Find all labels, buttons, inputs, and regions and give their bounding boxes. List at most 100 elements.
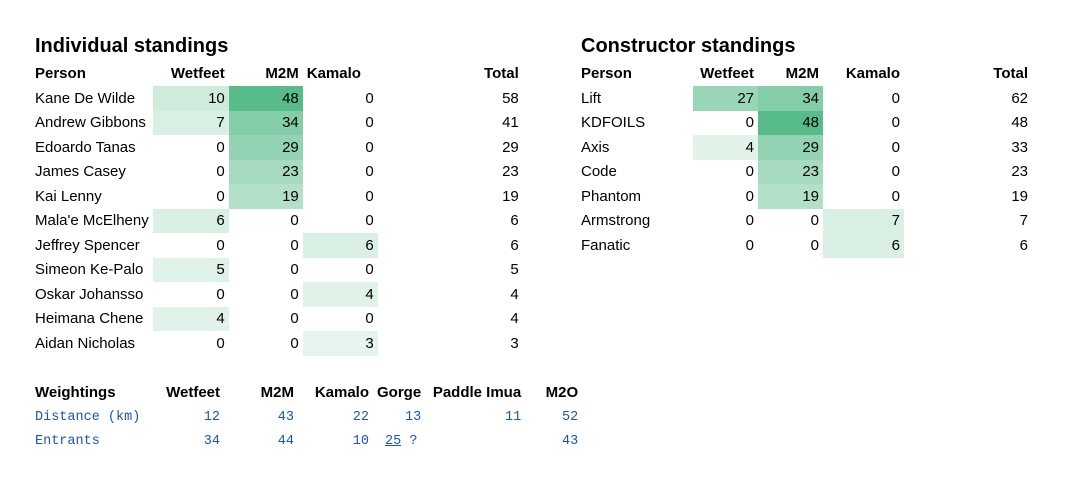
individual-standings-table: Person Wetfeet M2M Kamalo Total Kane De … <box>31 61 523 356</box>
table-header-row: Person Wetfeet M2M Kamalo Total <box>577 61 1032 86</box>
cell-wetfeet: 5 <box>152 257 229 282</box>
header-wetfeet: Wetfeet <box>170 65 225 82</box>
entrants-gorge-link[interactable]: 25 <box>385 433 402 449</box>
table-row: Code 0 23 0 23 <box>577 159 1032 184</box>
individual-standings-title: Individual standings <box>35 35 229 57</box>
cell-wetfeet: 4 <box>152 306 229 331</box>
cell-m2m: 0 <box>290 285 299 303</box>
entrants-gorge-note: ? <box>409 433 418 449</box>
table-row: Kane De Wilde 10 48 0 58 <box>31 86 523 111</box>
cell-wetfeet: 0 <box>745 187 754 205</box>
cell-total: 23 <box>1011 163 1028 181</box>
table-row: Jeffrey Spencer 0 0 6 6 <box>31 233 523 258</box>
header-m2o: M2O <box>545 383 579 401</box>
weightings-label: Weightings <box>35 383 116 401</box>
cell-wetfeet: 0 <box>745 236 754 254</box>
cell-total: 58 <box>502 89 519 107</box>
cell-wetfeet: 0 <box>216 334 225 352</box>
table-row: Fanatic 0 0 6 6 <box>577 233 1032 258</box>
table-row: Mala'e McElheny 6 0 0 6 <box>31 208 523 233</box>
cell-m2m: 0 <box>290 212 299 230</box>
cell-wetfeet: 27 <box>693 86 758 111</box>
cell-person: Phantom <box>581 187 642 205</box>
distance-row: Distance (km) 12 43 22 13 11 52 <box>31 405 582 429</box>
cell-m2m: 0 <box>290 261 299 279</box>
cell-person: Kane De Wilde <box>35 89 136 107</box>
table-row: Lift 27 34 0 62 <box>577 86 1032 111</box>
cell-kamalo: 0 <box>365 261 374 279</box>
cell-person: Oskar Johansso <box>35 285 144 303</box>
table-row: Heimana Chene 4 0 0 4 <box>31 306 523 331</box>
cell-total: 19 <box>1011 187 1028 205</box>
cell-kamalo: 0 <box>365 114 374 132</box>
cell-kamalo: 0 <box>365 212 374 230</box>
table-row: Kai Lenny 0 19 0 19 <box>31 184 523 209</box>
header-kamalo: Kamalo <box>314 383 369 401</box>
cell-person: Edoardo Tanas <box>35 138 136 156</box>
cell-wetfeet: 0 <box>216 163 225 181</box>
cell-m2m: 34 <box>758 86 823 111</box>
constructor-standings-title: Constructor standings <box>581 35 796 57</box>
cell-kamalo: 0 <box>891 163 900 181</box>
cell-kamalo: 0 <box>891 138 900 156</box>
cell-person: Mala'e McElheny <box>35 212 149 230</box>
weightings-header-row: Weightings Wetfeet M2M Kamalo Gorge Padd… <box>31 379 582 405</box>
cell-wetfeet: 0 <box>216 285 225 303</box>
distance-m2m: 43 <box>277 409 294 425</box>
distance-gorge: 13 <box>404 409 422 425</box>
header-wetfeet: Wetfeet <box>700 65 754 82</box>
cell-wetfeet: 10 <box>152 86 229 111</box>
distance-wetfeet: 12 <box>203 409 220 425</box>
cell-total: 6 <box>510 212 519 230</box>
entrants-gorge-cell: 25 ? <box>373 429 425 453</box>
constructor-standings-table: Person Wetfeet M2M Kamalo Total Lift 27 34… <box>577 61 1032 258</box>
table-row: Simeon Ke-Palo 5 0 0 5 <box>31 257 523 282</box>
cell-wetfeet: 0 <box>216 236 225 254</box>
entrants-label: Entrants <box>35 433 100 449</box>
cell-kamalo: 6 <box>823 233 904 258</box>
cell-wetfeet: 0 <box>745 163 754 181</box>
cell-wetfeet: 7 <box>152 110 229 135</box>
cell-person: Andrew Gibbons <box>35 114 146 132</box>
cell-m2m: 0 <box>810 236 819 254</box>
cell-person: Armstrong <box>581 212 651 230</box>
cell-kamalo: 0 <box>365 89 374 107</box>
cell-wetfeet: 0 <box>745 114 754 132</box>
cell-total: 5 <box>510 261 519 279</box>
cell-person: Jeffrey Spencer <box>35 236 140 254</box>
header-gorge: Gorge <box>377 383 422 401</box>
cell-person: KDFOILS <box>581 114 646 132</box>
cell-total: 7 <box>1019 212 1028 230</box>
cell-kamalo: 0 <box>365 163 374 181</box>
cell-m2m: 29 <box>758 135 823 160</box>
cell-m2m: 19 <box>228 184 303 209</box>
table-row: Aidan Nicholas 0 0 3 3 <box>31 331 523 356</box>
header-person: Person <box>35 65 86 82</box>
cell-total: 48 <box>1011 114 1028 132</box>
table-row: Armstrong 0 0 7 7 <box>577 208 1032 233</box>
cell-m2m: 19 <box>758 184 823 209</box>
cell-m2m: 23 <box>228 159 303 184</box>
cell-person: James Casey <box>35 163 126 181</box>
cell-kamalo: 0 <box>365 310 374 328</box>
cell-kamalo: 0 <box>891 187 900 205</box>
header-paddle-imua: Paddle Imua <box>432 383 522 401</box>
cell-m2m: 0 <box>290 334 299 352</box>
distance-m2o: 52 <box>561 409 579 425</box>
cell-kamalo: 3 <box>302 331 378 356</box>
entrants-m2m: 44 <box>277 433 294 449</box>
cell-total: 3 <box>510 334 519 352</box>
header-m2m: M2M <box>260 383 294 401</box>
entrants-row: Entrants 34 44 10 25 ? 43 <box>31 429 582 453</box>
table-row: KDFOILS 0 48 0 48 <box>577 110 1032 135</box>
entrants-wetfeet: 34 <box>203 433 220 449</box>
cell-total: 29 <box>502 138 519 156</box>
cell-person: Kai Lenny <box>35 187 102 205</box>
cell-kamalo: 0 <box>365 187 374 205</box>
cell-kamalo: 4 <box>302 282 378 307</box>
header-kamalo: Kamalo <box>845 65 900 82</box>
cell-wetfeet: 0 <box>745 212 754 230</box>
header-total: Total <box>993 65 1028 82</box>
cell-total: 41 <box>502 114 519 132</box>
table-row: Axis 4 29 0 33 <box>577 135 1032 160</box>
